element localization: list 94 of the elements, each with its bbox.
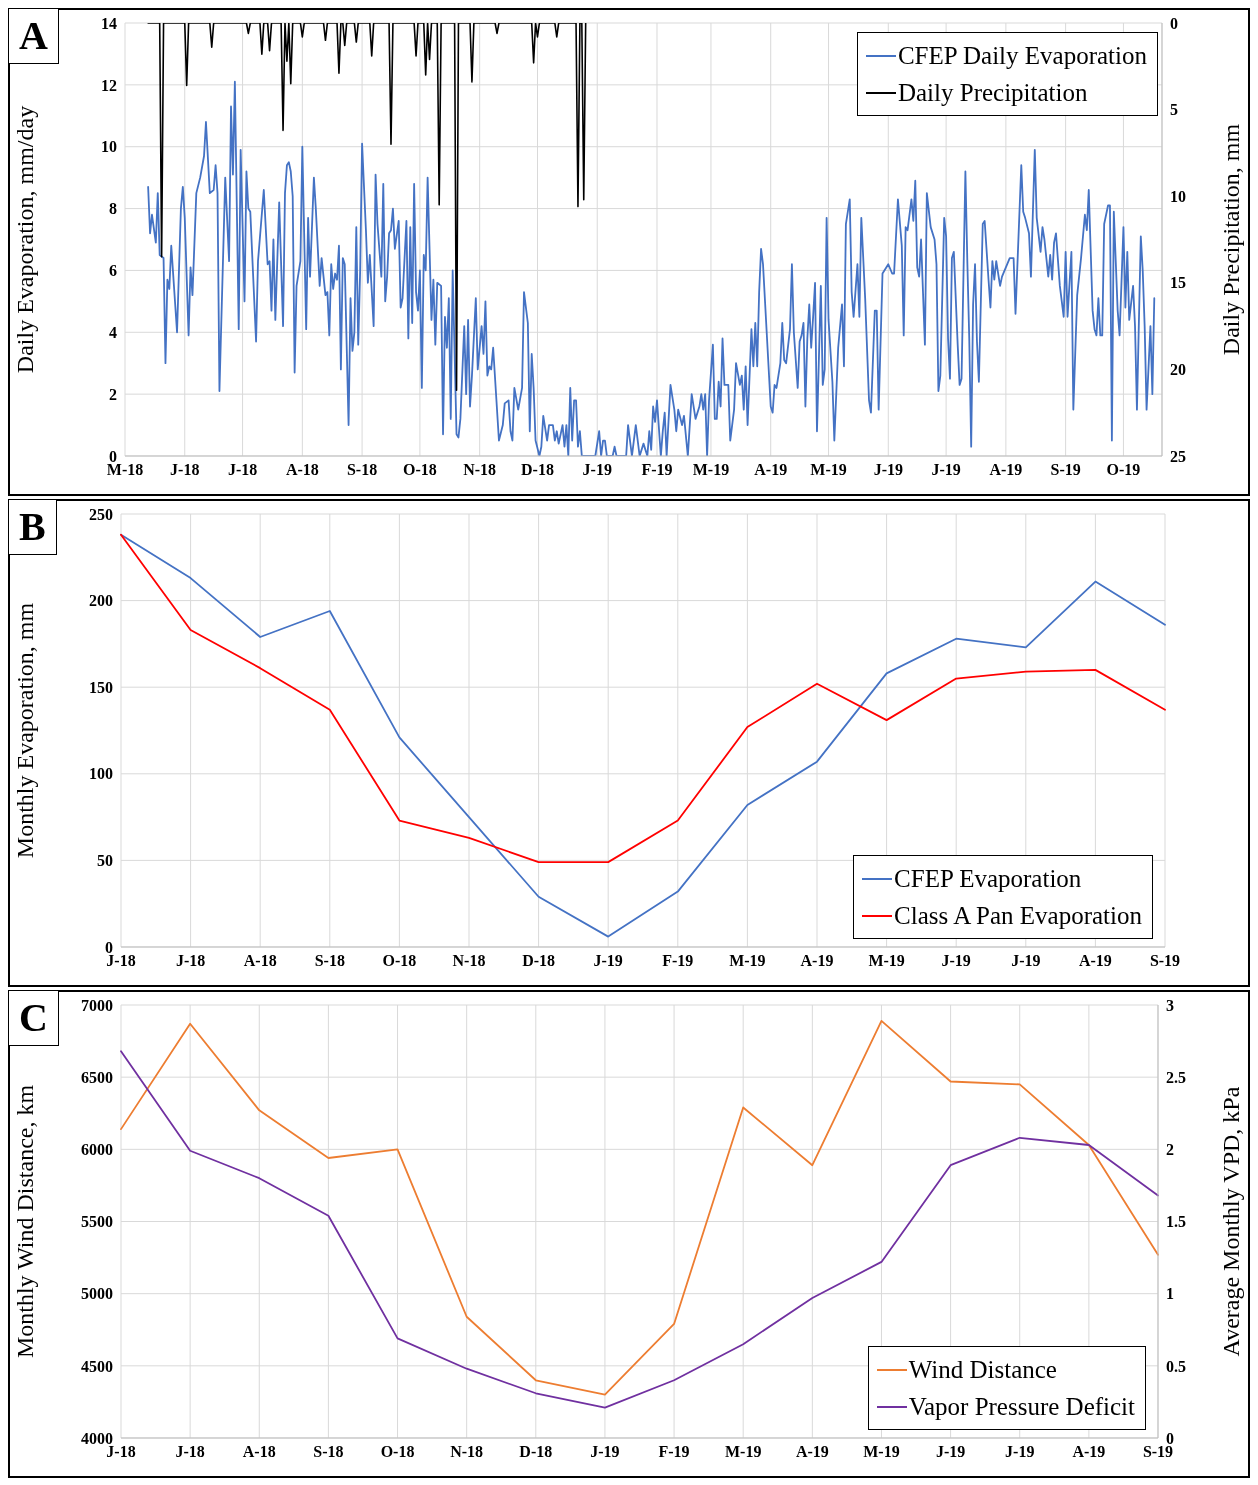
x-tick-label: M-19 [863, 1443, 900, 1461]
x-tick-label: J-19 [593, 952, 623, 970]
y-tick-label: 8 [109, 200, 117, 218]
chart-title: A [8, 8, 59, 64]
y-tick-label: 4 [109, 323, 117, 341]
chart-title: C [8, 990, 59, 1046]
x-tick-label: M-19 [692, 461, 730, 479]
x-tick-label: J-19 [873, 461, 903, 479]
x-tick-label: N-18 [463, 461, 497, 479]
y-tick-label: 50 [97, 852, 113, 870]
y2-tick-label: 25 [1170, 447, 1186, 465]
x-tick-label: J-19 [582, 461, 612, 479]
x-tick-label: F-19 [658, 1443, 690, 1461]
x-tick-label: O-19 [1106, 461, 1141, 479]
x-tick-label: O-18 [380, 1443, 415, 1461]
x-tick-label: N-18 [452, 952, 486, 970]
y-tick-label: 6000 [81, 1141, 113, 1159]
x-tick-label: S-18 [346, 461, 378, 479]
y2-tick-label: 0 [1170, 14, 1178, 32]
x-tick-label: N-18 [450, 1443, 484, 1461]
x-tick-label: F-19 [641, 461, 673, 479]
y2-tick-label: 10 [1170, 187, 1186, 205]
y-tick-label: 150 [89, 678, 113, 696]
y2-tick-label: 0.5 [1166, 1357, 1186, 1375]
x-tick-label: M-19 [810, 461, 847, 479]
y-tick-label: 7000 [81, 996, 113, 1014]
y2-axis-title: Average Monthly VPD, kPa [1217, 1086, 1244, 1357]
y2-tick-label: 20 [1170, 361, 1186, 379]
x-tick-label: J-19 [1011, 952, 1041, 970]
x-tick-label: O-18 [382, 952, 417, 970]
x-tick-label: S-18 [313, 1443, 344, 1461]
y-tick-label: 6 [109, 262, 117, 280]
y-axis-title: Monthly Evaporation, mm [11, 602, 38, 859]
x-tick-label: D-18 [521, 461, 554, 479]
y2-tick-label: 3 [1166, 996, 1174, 1014]
y2-tick-label: 1.5 [1166, 1213, 1186, 1231]
legend-label: CFEP Daily Evaporation [897, 41, 1147, 71]
y-tick-label: 14 [101, 14, 117, 32]
x-tick-label: A-19 [795, 1443, 829, 1461]
x-tick-label: J-19 [931, 461, 961, 479]
y-tick-label: 5000 [81, 1285, 113, 1303]
y-tick-label: 5500 [81, 1213, 113, 1231]
x-tick-label: J-18 [227, 461, 258, 479]
y2-tick-label: 5 [1170, 101, 1178, 119]
x-tick-label: J-18 [175, 952, 206, 970]
y-axis-title: Monthly Wind Distance, km [11, 1084, 38, 1359]
x-tick-label: A-19 [754, 461, 788, 479]
legend-label: Class A Pan Evaporation [894, 901, 1142, 931]
x-tick-label: S-19 [1050, 461, 1081, 479]
y-tick-label: 10 [101, 138, 117, 156]
x-tick-label: S-19 [1149, 952, 1181, 970]
x-tick-label: A-18 [242, 1443, 276, 1461]
x-tick-label: A-19 [989, 461, 1023, 479]
y2-tick-label: 1 [1166, 1285, 1174, 1303]
y-tick-label: 12 [101, 76, 117, 94]
x-tick-label: J-18 [175, 1443, 205, 1461]
x-tick-label: A-19 [1072, 1443, 1106, 1461]
x-tick-label: A-19 [1078, 952, 1112, 970]
x-tick-label: J-19 [941, 952, 971, 970]
line-series [120, 533, 1166, 864]
y2-axis-title: Daily Precipitation, mm [1217, 123, 1244, 356]
legend-label: Vapor Pressure Deficit [908, 1392, 1135, 1422]
legend-label: CFEP Evaporation [894, 864, 1082, 894]
chart-title: B [8, 499, 57, 555]
x-tick-label: J-19 [590, 1443, 620, 1461]
y-tick-label: 100 [89, 765, 113, 783]
legend-label: Wind Distance [908, 1355, 1057, 1385]
line-series [147, 23, 587, 391]
x-tick-label: F-19 [662, 952, 694, 970]
x-tick-label: A-18 [285, 461, 319, 479]
x-tick-label: S-18 [314, 952, 345, 970]
x-tick-label: O-18 [403, 461, 437, 479]
x-tick-label: D-18 [519, 1443, 553, 1461]
x-tick-label: D-18 [522, 952, 556, 970]
y2-tick-label: 2 [1166, 1141, 1174, 1159]
x-tick-label: J-18 [170, 461, 200, 479]
y-tick-label: 250 [89, 505, 113, 523]
y-tick-label: 200 [89, 592, 113, 610]
x-tick-label: J-19 [1005, 1443, 1035, 1461]
x-tick-label: A-19 [800, 952, 834, 970]
x-tick-label: J-19 [935, 1443, 966, 1461]
x-tick-label: M-19 [729, 952, 766, 970]
y-axis-title: Daily Evaporation, mm/day [11, 105, 38, 374]
x-tick-label: A-18 [243, 952, 277, 970]
y2-tick-label: 2.5 [1166, 1068, 1186, 1086]
y-tick-label: 4500 [81, 1357, 113, 1375]
line-series [120, 533, 1166, 938]
y-tick-label: 6500 [81, 1068, 113, 1086]
y-tick-label: 2 [109, 385, 117, 403]
x-tick-label: M-19 [724, 1443, 762, 1461]
x-tick-label: M-19 [868, 952, 905, 970]
legend-label: Daily Precipitation [897, 78, 1088, 108]
line-series [147, 80, 1156, 456]
y2-tick-label: 15 [1170, 274, 1186, 292]
